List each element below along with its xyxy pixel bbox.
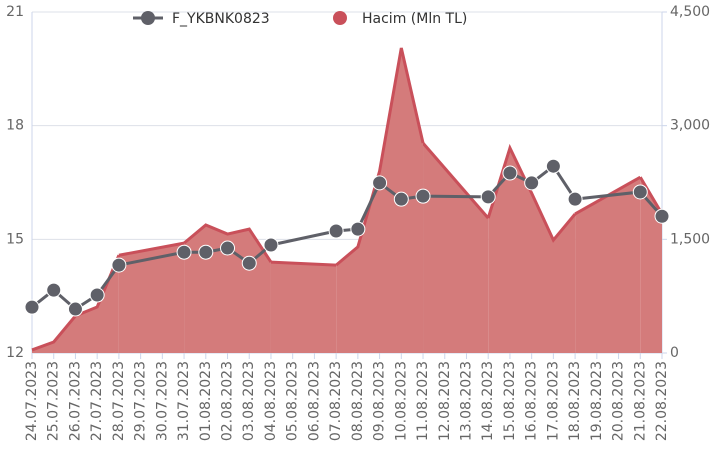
- x-tick-label: 17.08.2023: [545, 361, 561, 441]
- area-connector-edge: [118, 241, 185, 257]
- x-tick-label: 08.08.2023: [350, 361, 366, 441]
- area-connector: [575, 177, 641, 353]
- x-tick-label: 01.08.2023: [198, 361, 214, 441]
- y2-tick-label: 0: [670, 345, 679, 361]
- x-tick-label: 11.08.2023: [415, 361, 431, 441]
- x-tick-label: 26.07.2023: [67, 361, 83, 441]
- legend-marker: [333, 11, 347, 25]
- x-tick-label: 27.07.2023: [89, 361, 105, 441]
- area-connector-edge: [421, 142, 490, 220]
- x-tick-label: 06.08.2023: [306, 361, 322, 441]
- x-tick-label: 30.07.2023: [154, 361, 170, 441]
- y2-tick-label: 3,000: [670, 118, 710, 134]
- x-tick-label: 16.08.2023: [524, 361, 540, 441]
- y-tick-label: 12: [6, 345, 24, 361]
- x-tick-label: 12.08.2023: [437, 361, 453, 441]
- line-connector: [270, 229, 337, 247]
- x-tick-label: 04.08.2023: [263, 361, 279, 441]
- line-marker: [24, 299, 40, 315]
- x-tick-label: 24.07.2023: [24, 361, 40, 441]
- line-marker: [654, 208, 670, 224]
- line-marker: [567, 191, 583, 207]
- line-marker: [241, 255, 257, 271]
- x-tick-label: 19.08.2023: [589, 361, 605, 441]
- x-tick-label: 22.08.2023: [654, 361, 670, 441]
- x-tick-label: 03.08.2023: [241, 361, 257, 441]
- line-marker: [46, 282, 62, 298]
- line-marker: [176, 244, 192, 260]
- x-tick-label: 28.07.2023: [111, 361, 127, 441]
- area: [32, 47, 662, 353]
- line-marker: [198, 244, 214, 260]
- line-marker: [372, 175, 388, 191]
- x-tick-label: 21.08.2023: [632, 361, 648, 441]
- x-tick-label: 31.07.2023: [176, 361, 192, 441]
- x-tick-label: 14.08.2023: [480, 361, 496, 441]
- x-tick-label: 02.08.2023: [220, 361, 236, 441]
- x-tick-label: 15.08.2023: [502, 361, 518, 441]
- line-connector: [118, 250, 185, 267]
- line-marker: [480, 189, 496, 205]
- x-tick-label: 07.08.2023: [328, 361, 344, 441]
- x-tick-label: 18.08.2023: [567, 361, 583, 441]
- area-connector: [270, 262, 337, 353]
- x-tick-label: 05.08.2023: [285, 361, 301, 441]
- y-tick-label: 15: [6, 231, 24, 247]
- line-connector: [423, 194, 489, 199]
- legend-label: Hacim (Mln TL): [362, 11, 467, 27]
- line-marker: [632, 184, 648, 200]
- legend-label: F_YKBNK0823: [172, 11, 270, 27]
- x-tick-label: 25.07.2023: [46, 361, 62, 441]
- y2-tick-label: 1,500: [670, 231, 710, 247]
- x-tick-label: 13.08.2023: [458, 361, 474, 441]
- line-marker: [67, 301, 83, 317]
- line-connector: [574, 190, 641, 201]
- line-marker: [545, 158, 561, 174]
- line-marker: [350, 221, 366, 237]
- y2-tick-label: 4,500: [670, 4, 710, 20]
- line-marker: [328, 223, 344, 239]
- line-marker: [415, 188, 431, 204]
- line-marker: [89, 287, 105, 303]
- legend-marker: [141, 11, 155, 25]
- line-marker: [524, 175, 540, 191]
- area-connector: [423, 143, 489, 353]
- y-tick-label: 21: [6, 4, 24, 20]
- x-tick-label: 20.08.2023: [611, 361, 627, 441]
- legend: F_YKBNK0823 Hacim (Mln TL): [133, 11, 467, 27]
- area-connector-edge: [270, 260, 337, 267]
- line-marker: [263, 237, 279, 253]
- x-tick-label: 09.08.2023: [372, 361, 388, 441]
- line-marker: [393, 191, 409, 207]
- line-marker: [111, 257, 127, 273]
- x-tick-label: 10.08.2023: [393, 361, 409, 441]
- line-marker: [502, 165, 518, 181]
- y-tick-label: 18: [6, 118, 24, 134]
- area-connector: [118, 243, 185, 353]
- x-tick-label: 29.07.2023: [133, 361, 149, 441]
- line-marker: [220, 240, 236, 256]
